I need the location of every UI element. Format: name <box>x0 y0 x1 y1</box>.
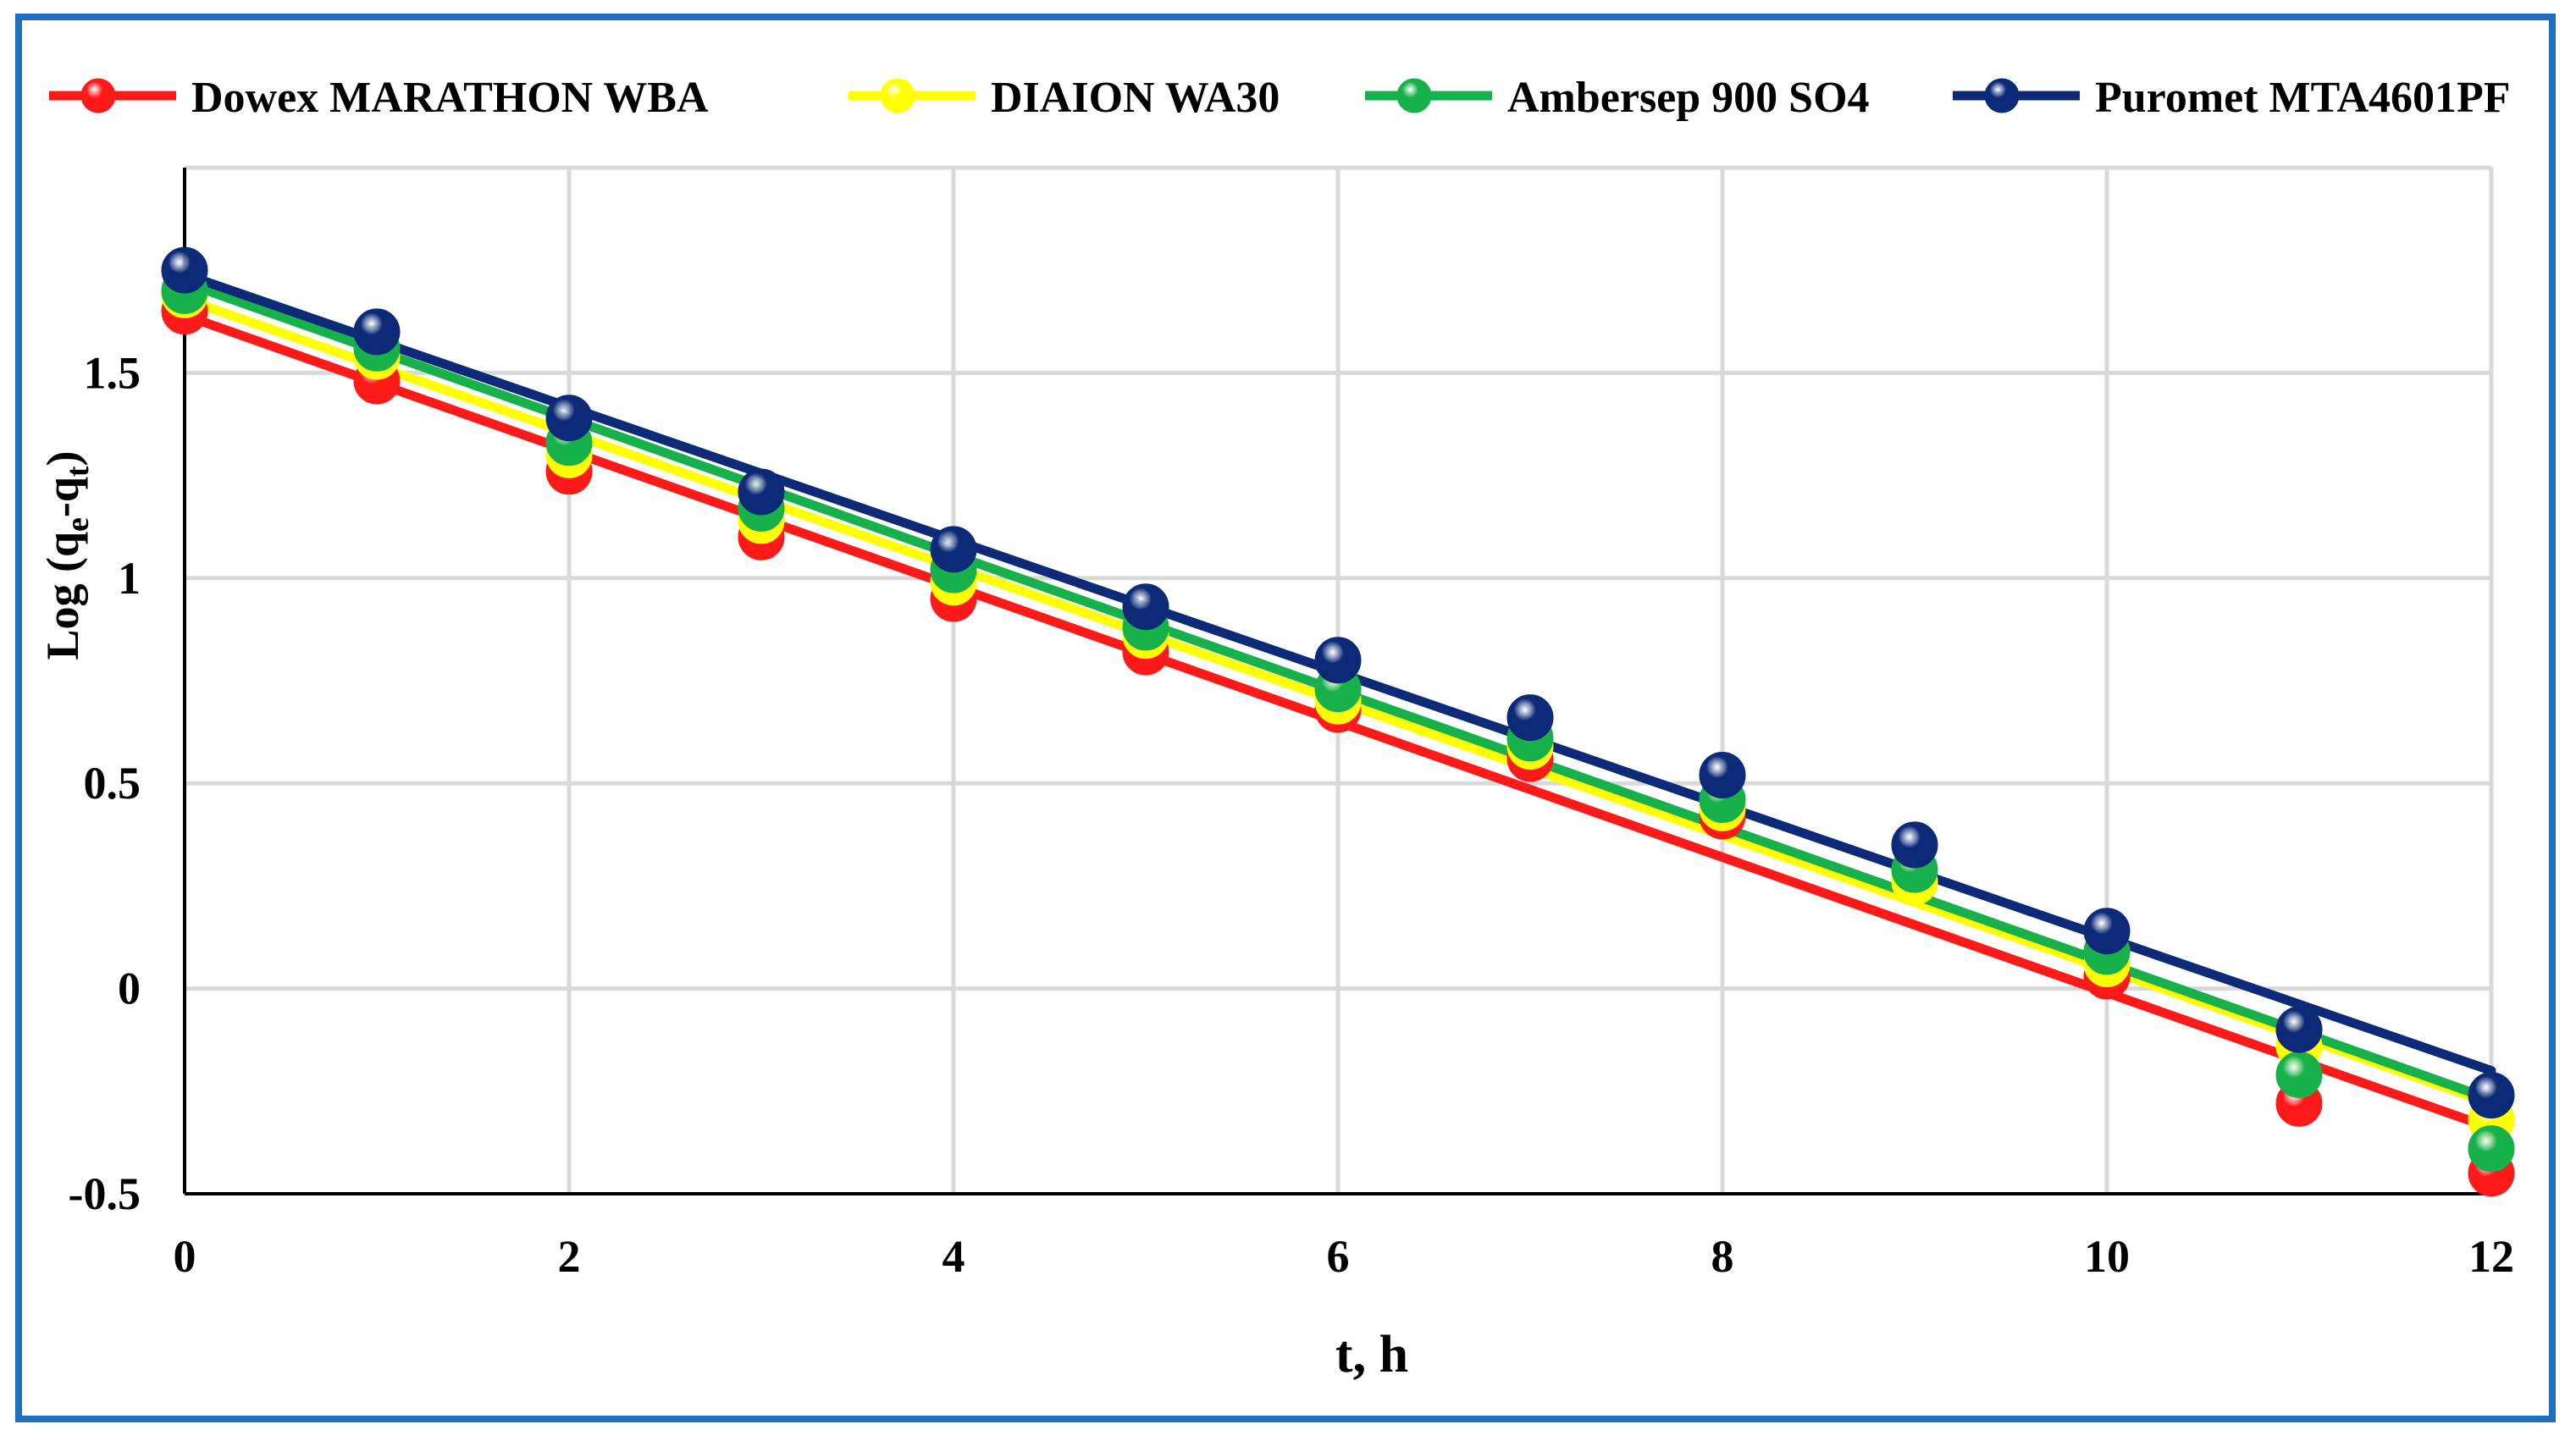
y-axis-label: Log (qe-qt) <box>37 450 96 660</box>
data-point <box>2083 908 2131 955</box>
legend-label: Dowex MARATHON WBA <box>191 74 709 122</box>
chart-frame <box>15 14 2556 1422</box>
x-tick-label: 0 <box>174 1231 196 1282</box>
x-tick-label: 12 <box>2468 1231 2514 1282</box>
data-point <box>161 246 208 294</box>
data-point <box>930 526 977 573</box>
data-point <box>1506 694 1554 742</box>
y-tick-label: 1 <box>118 553 141 604</box>
legend-label: Ambersep 900 SO4 <box>1507 74 1870 122</box>
legend-marker <box>1984 78 2020 113</box>
data-point <box>2275 1051 2323 1098</box>
data-point <box>2468 1125 2515 1173</box>
x-tick-label: 4 <box>943 1231 965 1282</box>
data-point <box>2275 1006 2323 1053</box>
x-tick-label: 10 <box>2084 1231 2130 1282</box>
y-tick-label: 0.5 <box>84 758 141 809</box>
x-tick-label: 8 <box>1711 1231 1734 1282</box>
data-point <box>353 308 401 356</box>
data-point <box>1314 637 1362 684</box>
y-tick-label: -0.5 <box>69 1168 141 1219</box>
legend-label: DIAION WA30 <box>991 74 1280 122</box>
tick-labels: 0 2 4 6 8 10 12 -0.5 0 0.5 1 1.5 <box>69 347 2514 1282</box>
x-tick-label: 2 <box>558 1231 581 1282</box>
legend-marker <box>880 78 915 113</box>
x-tick-label: 6 <box>1327 1231 1350 1282</box>
y-tick-label: 0 <box>118 963 141 1014</box>
data-point <box>738 468 785 516</box>
legend-label: Puromet MTA4601PF <box>2095 74 2511 122</box>
data-point <box>545 395 593 442</box>
legend-marker <box>80 78 116 113</box>
axes <box>183 168 2491 1195</box>
x-axis-label: t, h <box>1335 1326 1408 1383</box>
legend-marker <box>1396 78 1432 113</box>
data-point <box>1891 821 1938 869</box>
legend: Dowex MARATHON WBA DIAION WA30 Ambersep 90… <box>49 74 2511 122</box>
data-point <box>1122 583 1169 631</box>
data-points <box>161 246 2515 1197</box>
y-tick-label: 1.5 <box>84 347 141 398</box>
data-point <box>2468 1072 2515 1119</box>
data-point <box>1699 752 1746 799</box>
